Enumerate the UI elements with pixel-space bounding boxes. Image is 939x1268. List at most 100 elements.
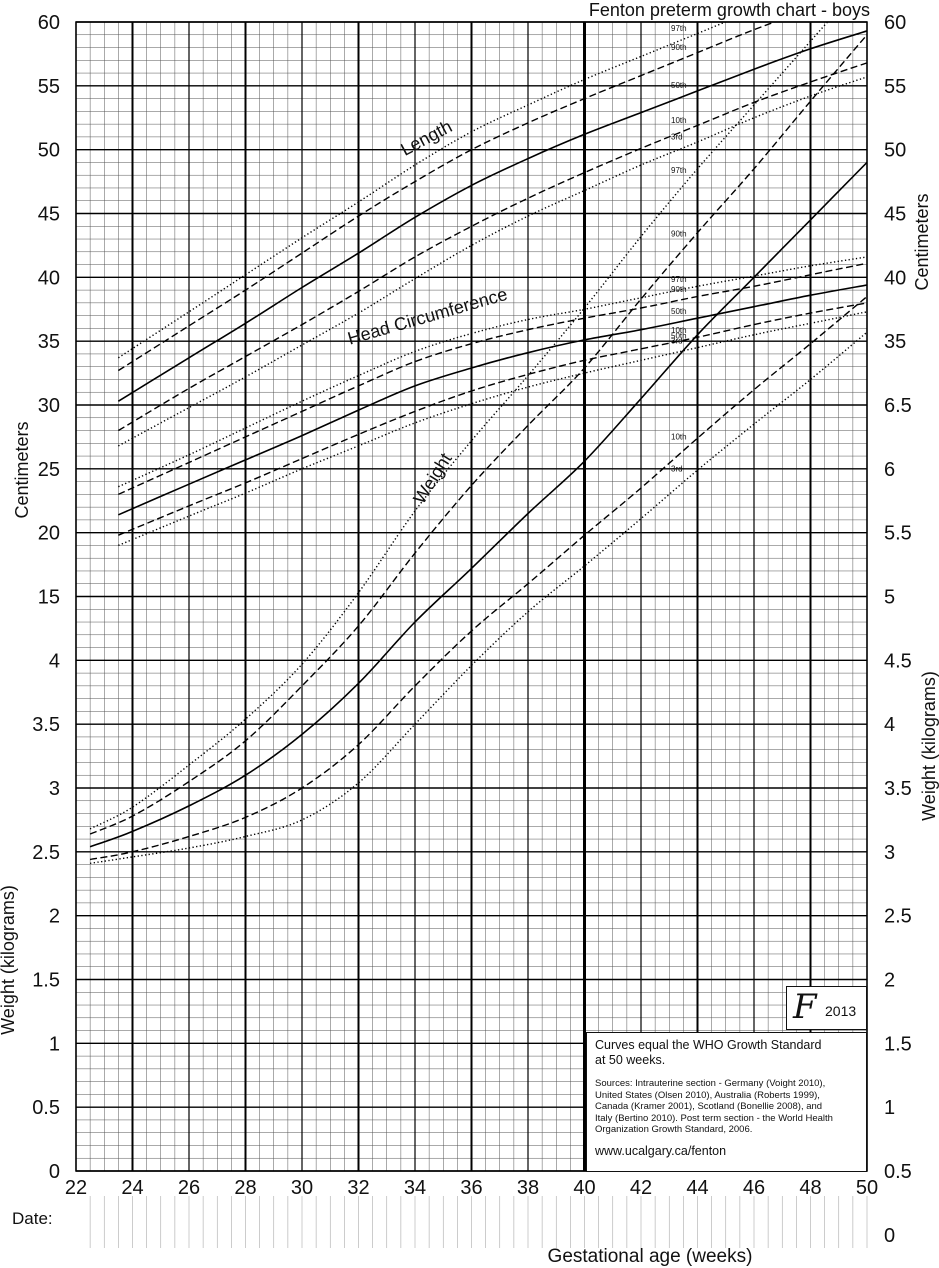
percentile-label: 10th (671, 116, 687, 125)
left-y-tick-label: 2.5 (32, 842, 60, 864)
curve-weight-p50 (89, 161, 867, 848)
percentile-label: 3rd (671, 132, 683, 141)
right-y-tick-label: 1 (884, 1097, 895, 1119)
left-y-tick-label: 4 (49, 650, 60, 672)
x-axis-label: Gestational age (weeks) (548, 1246, 753, 1267)
right-y-tick-label: 0.5 (884, 1161, 912, 1183)
percentile-label: 50th (671, 331, 687, 340)
left-axis-label-centimeters: Centimeters (12, 421, 32, 518)
info-box: Curves equal the WHO Growth Standard at … (586, 1032, 867, 1172)
right-y-tick-label: 2.5 (884, 906, 912, 928)
left-y-tick-label: 35 (38, 331, 60, 353)
right-y-tick-label: 6.5 (884, 395, 912, 417)
x-tick-label: 42 (630, 1177, 652, 1199)
x-tick-label: 46 (743, 1177, 765, 1199)
curve-group-labels: Length Head Circumference Weight (345, 116, 509, 507)
sources-line: Italy (Bertino 2010). Post term section … (595, 1112, 833, 1124)
left-y-tick-label: 0 (49, 1161, 60, 1183)
right-y-tick-label: 4.5 (884, 650, 912, 672)
left-y-tick-label: 1.5 (32, 970, 60, 992)
curve-head-circumference-p90 (118, 262, 867, 496)
right-axis-label-weight: Weight (kilograms) (919, 671, 939, 821)
percentile-label: 90th (671, 285, 687, 294)
percentile-label: 90th (671, 43, 687, 52)
left-y-tick-label: 15 (38, 587, 60, 609)
x-tick-label: 24 (121, 1177, 143, 1199)
right-y-tick-label: 0 (884, 1225, 895, 1247)
x-tick-label: 26 (178, 1177, 200, 1199)
x-tick-label: 48 (799, 1177, 821, 1199)
right-y-tick-label: 40 (884, 267, 906, 289)
percentile-label: 3rd (671, 336, 683, 345)
x-tick-label: 34 (404, 1177, 426, 1199)
right-y-tick-label: 2 (884, 970, 895, 992)
sources-line: Organization Growth Standard, 2006. (595, 1124, 753, 1135)
percentile-label: 50th (671, 81, 687, 90)
left-y-tick-label: 1 (49, 1033, 60, 1055)
plot-frame (75, 21, 868, 1172)
right-y-tick-label: 35 (884, 331, 906, 353)
curve-length-p50 (117, 30, 867, 402)
right-y-tick-label: 50 (884, 140, 906, 162)
left-y-tick-label: 0.5 (32, 1097, 60, 1119)
percentile-label: 10th (671, 433, 687, 442)
x-tick-label: 44 (686, 1177, 708, 1199)
group-label-weight: Weight (409, 450, 455, 508)
curve-length-p3 (118, 76, 867, 447)
left-axis-label-weight: Weight (kilograms) (0, 885, 18, 1035)
percentile-label: 97th (671, 24, 687, 33)
percentile-labels: 3rd10th50th90th97th3rd10th50th90th97th3r… (671, 24, 687, 473)
right-axis-label-centimeters: Centimeters (912, 193, 932, 290)
fenton-logo: F 2013 (786, 986, 867, 1030)
axis-ticks: 22 24 26 28 30 32 34 36 38 40 42 44 46 48 506055504540… (32, 12, 912, 1247)
curve-length-p97 (118, 22, 728, 359)
logo-year: 2013 (825, 1003, 857, 1019)
curve-length-p10 (118, 62, 867, 432)
curve-length-p90 (118, 22, 777, 372)
x-tick-label: 50 (856, 1177, 878, 1199)
logo-letter: F (793, 987, 817, 1027)
right-y-tick-label: 55 (884, 76, 906, 98)
x-tick-label: 38 (517, 1177, 539, 1199)
who-note-line-2: at 50 weeks. (595, 1053, 666, 1067)
left-y-tick-label: 2 (49, 906, 60, 928)
curve-weight-p3 (90, 331, 867, 864)
x-tick-label: 30 (291, 1177, 313, 1199)
left-y-tick-label: 20 (38, 523, 60, 545)
right-y-tick-label: 60 (884, 12, 906, 34)
fenton-url: www.ucalgary.ca/fenton (595, 1143, 727, 1158)
x-tick-label: 22 (65, 1177, 87, 1199)
percentile-label: 97th (671, 166, 687, 175)
percentile-label: 50th (671, 307, 687, 316)
curve-head-circumference-p10 (118, 302, 867, 536)
curve-weight-p10 (89, 295, 867, 861)
percentile-curves (89, 22, 867, 864)
right-y-tick-label: 3 (884, 842, 895, 864)
group-label-head-circumference: Head Circumference (345, 284, 509, 349)
sources-line: Canada (Kramer 2001), Scotland (Bonellie… (595, 1101, 823, 1112)
right-y-tick-label: 6 (884, 459, 895, 481)
sources-line: United States (Olsen 2010), Australia (R… (595, 1089, 820, 1101)
sources-line: Sources: Intrauterine section - Germany … (595, 1078, 826, 1089)
percentile-label: 10th (671, 326, 687, 335)
x-tick-label: 40 (573, 1177, 595, 1199)
right-y-tick-label: 5.5 (884, 523, 912, 545)
left-y-tick-label: 45 (38, 204, 60, 226)
x-tick-label: 32 (347, 1177, 369, 1199)
left-y-tick-label: 30 (38, 395, 60, 417)
major-grid (75, 21, 868, 1172)
left-y-tick-label: 50 (38, 140, 60, 162)
right-y-tick-label: 45 (884, 204, 906, 226)
date-label: Date: (12, 1209, 53, 1228)
x-tick-label: 28 (234, 1177, 256, 1199)
right-y-tick-label: 3.5 (884, 778, 912, 800)
right-y-tick-label: 1.5 (884, 1033, 912, 1055)
left-y-tick-label: 40 (38, 267, 60, 289)
percentile-label: 90th (671, 230, 687, 239)
left-y-tick-label: 60 (38, 12, 60, 34)
x-tick-label: 36 (460, 1177, 482, 1199)
curve-head-circumference-p3 (118, 311, 867, 547)
right-y-tick-label: 4 (884, 714, 895, 736)
chart-title: Fenton preterm growth chart - boys (589, 0, 870, 20)
date-row (89, 1196, 868, 1248)
